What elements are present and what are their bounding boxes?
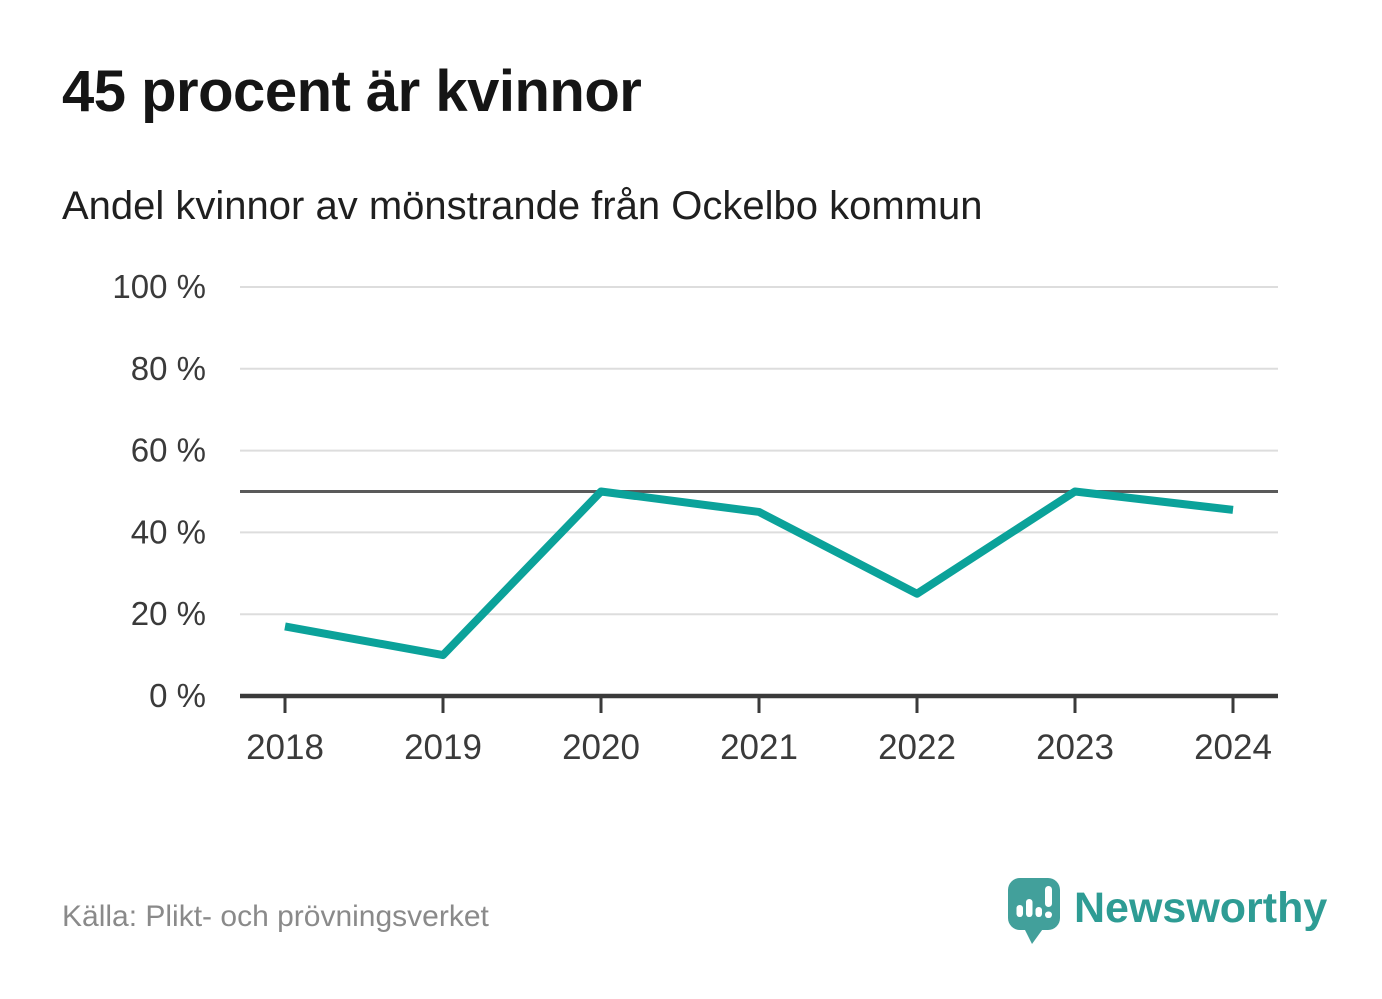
y-axis-label: 0 % [149, 677, 206, 714]
x-axis-label: 2020 [562, 728, 640, 767]
newsworthy-logo: Newsworthy [1008, 878, 1327, 946]
x-axis-label: 2023 [1036, 728, 1114, 767]
newsworthy-wordmark: Newsworthy [1074, 884, 1328, 932]
x-axis-label: 2019 [404, 728, 482, 767]
newsworthy-logo-icon [1008, 878, 1060, 944]
y-axis-label: 60 % [131, 432, 206, 469]
y-axis-label: 20 % [131, 595, 206, 632]
x-axis-label: 2024 [1194, 728, 1272, 767]
chart-subtitle: Andel kvinnor av mönstrande från Ockelbo… [62, 184, 983, 228]
y-axis-label: 80 % [131, 350, 206, 387]
source-text: Källa: Plikt- och prövningsverket [62, 900, 489, 933]
x-axis-label: 2018 [246, 728, 324, 767]
speech-bubble-icon [1008, 878, 1060, 944]
data-line [284, 487, 1234, 660]
exclamation-icon [1045, 886, 1052, 918]
y-axis-label: 100 % [112, 268, 206, 305]
bar-chart-icon [1016, 899, 1042, 917]
page-title: 45 procent är kvinnor [62, 59, 642, 124]
x-axis-label: 2021 [720, 728, 798, 767]
x-axis-label: 2022 [878, 728, 956, 767]
y-axis-label: 40 % [131, 513, 206, 550]
